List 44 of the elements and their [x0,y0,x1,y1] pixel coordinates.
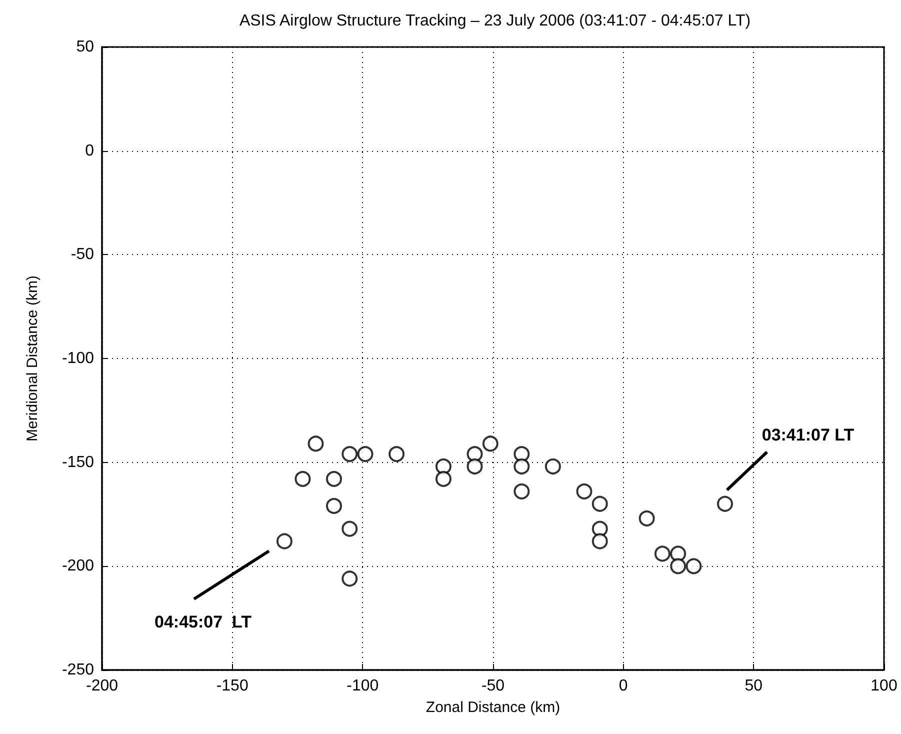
chart-title: ASIS Airglow Structure Tracking – 23 July 2006 (03:41:07 - 04:45:07 LT) [239,12,751,30]
y-tick-label: -200 [62,558,94,575]
point [638,510,655,526]
x-axis-title: Zonal Distance (km) [426,699,560,716]
y-tick-label: 50 [76,38,94,56]
y-tick-label: -50 [70,246,94,264]
y-tick-label: -250 [62,662,94,678]
point [326,498,342,514]
x-tick-label: 50 [744,678,763,694]
point [276,533,292,550]
annotation: 03:41:07 LT [762,426,855,444]
point [686,558,702,574]
y-tick-label: -100 [62,350,94,367]
point [342,570,358,587]
point [717,496,733,512]
annotation: 04:45:07 LT [154,612,252,632]
point [670,558,686,574]
point [592,533,608,550]
point [326,470,342,487]
point [308,436,324,452]
point [514,483,530,500]
point [466,458,483,474]
x-tick-label: 100 [870,678,898,694]
x-tick-label: -100 [346,678,379,694]
point [592,496,608,512]
x-tick-label: -150 [216,678,248,694]
point [294,470,311,487]
point [342,446,358,462]
point [435,470,452,487]
point [342,520,358,537]
point [514,458,530,474]
point [544,458,561,474]
point [357,446,374,462]
point [670,546,686,562]
y-axis-title: Meridional Distance (km) [24,276,41,442]
point [482,436,498,452]
point [435,458,452,474]
point [654,546,670,562]
point [388,446,405,462]
point [576,483,592,500]
y-tick-label: -150 [62,454,94,471]
y-tick-label: 0 [85,142,94,160]
x-tick-label: 0 [618,678,628,694]
x-tick-label: -50 [481,678,505,694]
